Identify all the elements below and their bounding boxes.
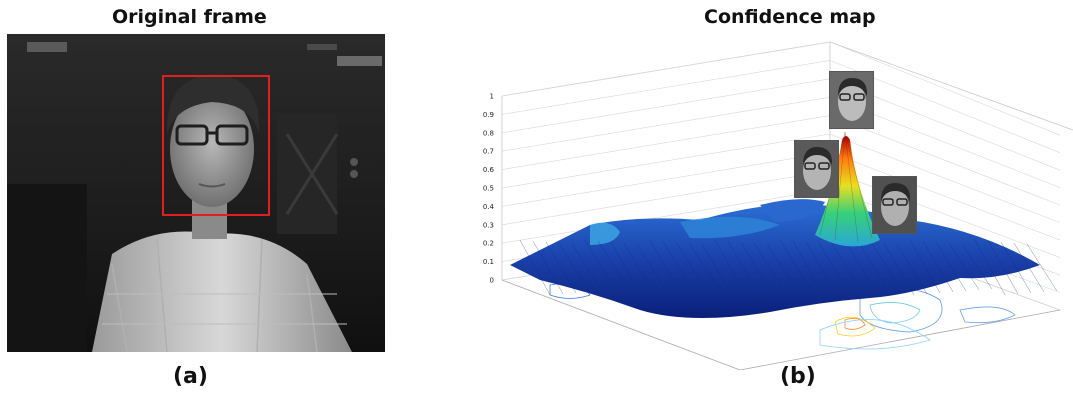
grid-line (829, 41, 1061, 136)
mesh-line (948, 242, 980, 291)
z-tick-label: 0.2 (483, 240, 494, 248)
grid-line (501, 170, 831, 226)
z-tick-label: 0.6 (483, 166, 495, 174)
grid-line (501, 133, 831, 189)
mesh-line (844, 239, 876, 292)
mesh-line (766, 243, 798, 291)
z-tick-label: 0 (490, 277, 494, 285)
mesh-line (688, 242, 720, 290)
grid-line (829, 170, 1061, 258)
mesh-line (636, 243, 668, 294)
mesh-line (883, 242, 915, 296)
mesh-line (623, 242, 655, 295)
z-tick-label: 0.5 (483, 185, 494, 193)
mesh-line (532, 240, 564, 295)
z-tick-label: 0.9 (483, 111, 494, 119)
face-bounding-box (162, 75, 270, 216)
mesh-line (597, 240, 629, 290)
plot-floor (501, 279, 1061, 370)
grid-line (829, 133, 1061, 223)
mesh-line (740, 241, 772, 293)
grid-line (501, 152, 831, 207)
grid-line (501, 188, 831, 244)
z-tick-label: 0.7 (483, 148, 494, 156)
grid-line (501, 60, 831, 115)
mesh-line (779, 239, 811, 290)
mesh-line (714, 239, 746, 295)
grid-line (501, 115, 831, 170)
mesh-line (870, 241, 902, 290)
mesh-line (935, 241, 967, 292)
grid-line (501, 41, 831, 97)
z-tick-label: 0.3 (483, 221, 494, 229)
z-tick-label: 0.4 (483, 203, 495, 211)
face-thumbnail-left (794, 140, 839, 198)
z-tick-label: 0.1 (483, 258, 494, 266)
confidence-map-plot: 0 0.1 0.2 0.3 0.4 0.5 0.6 0.7 0.8 0.9 1 (440, 40, 1073, 370)
mesh-line (896, 243, 928, 295)
z-tick-label: 1 (490, 93, 494, 101)
mesh-line (519, 239, 551, 296)
panel-a-title: Original frame (112, 6, 267, 28)
mesh-line (701, 243, 733, 296)
mesh-line (987, 240, 1019, 295)
mesh-line (1013, 242, 1045, 293)
mesh-line (805, 241, 837, 295)
mesh-line (857, 240, 889, 291)
face-thumbnail-right (872, 176, 917, 234)
original-frame-image (7, 34, 385, 352)
mesh-line (922, 240, 954, 293)
mesh-line (571, 243, 603, 292)
mesh-line (974, 239, 1006, 296)
mesh-line (818, 242, 850, 294)
mesh-line (909, 239, 941, 294)
grid-line (501, 96, 831, 152)
mesh-line (662, 240, 694, 292)
grid-line (829, 152, 1061, 241)
panel-a-label: (a) (173, 364, 208, 389)
face-thumbnail-top (829, 71, 874, 129)
grid-line (501, 78, 831, 134)
mesh-line (649, 239, 681, 293)
mesh-line (727, 240, 759, 294)
mesh-line (584, 239, 616, 291)
mesh-line (753, 242, 785, 292)
panel-b-label: (b) (780, 364, 816, 389)
confidence-peak (815, 136, 880, 247)
mesh-line (961, 243, 993, 290)
mesh-line (558, 242, 590, 293)
mesh-line (792, 240, 824, 296)
panel-b-title: Confidence map (704, 6, 876, 28)
grid-line (829, 115, 1061, 206)
z-tick-label: 0.8 (483, 129, 494, 137)
mesh-line (1026, 243, 1058, 292)
mesh-line (831, 243, 863, 293)
mesh-line (545, 241, 577, 294)
mesh-line (675, 241, 707, 291)
mesh-line (1000, 241, 1032, 294)
mesh-line (610, 241, 642, 296)
